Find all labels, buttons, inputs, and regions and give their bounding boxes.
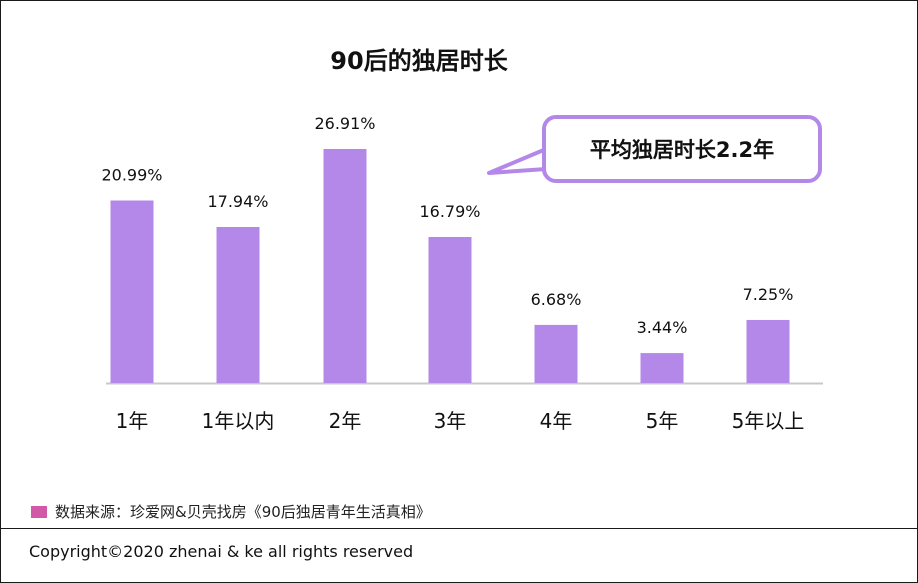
copyright-text: Copyright©2020 zhenai & ke all rights re…	[29, 542, 414, 561]
x-tick-label-7: 5年以上	[732, 409, 805, 433]
bar-5	[534, 324, 578, 383]
bar-1	[110, 200, 154, 383]
data-label-5: 6.68%	[531, 290, 582, 309]
chart-title: 90后的独居时长	[330, 47, 508, 75]
data-label-2: 17.94%	[207, 192, 268, 211]
x-tick-label-5: 4年	[540, 409, 573, 433]
data-label-7: 7.25%	[743, 285, 794, 304]
source-legend-swatch	[31, 505, 47, 518]
bar-7	[746, 319, 790, 383]
average-callout: 平均独居时长2.2年	[542, 115, 822, 183]
source-text: 数据来源：珍爱网&贝壳找房《90后独居青年生活真相》	[55, 503, 431, 521]
x-tick-label-1: 1年	[116, 409, 149, 433]
x-tick-label-2: 1年以内	[202, 409, 275, 433]
data-label-4: 16.79%	[419, 202, 480, 221]
bar-6	[640, 353, 684, 383]
bar-2	[216, 227, 260, 383]
data-label-6: 3.44%	[637, 318, 688, 337]
bar-chart: 20.99% 1年 17.94% 1年以内 26.91% 2年 16.79% 3年 6.68% 4…	[101, 114, 823, 433]
callout-tail	[487, 147, 547, 175]
data-label-1: 20.99%	[101, 165, 162, 184]
x-tick-label-4: 3年	[434, 409, 467, 433]
data-source: 数据来源：珍爱网&贝壳找房《90后独居青年生活真相》	[31, 501, 431, 522]
footer-divider	[1, 528, 917, 529]
bar-4	[428, 237, 472, 383]
bar-3	[323, 149, 367, 383]
data-label-3: 26.91%	[314, 114, 375, 133]
x-tick-label-6: 5年	[646, 409, 679, 433]
x-tick-label-3: 2年	[329, 409, 362, 433]
